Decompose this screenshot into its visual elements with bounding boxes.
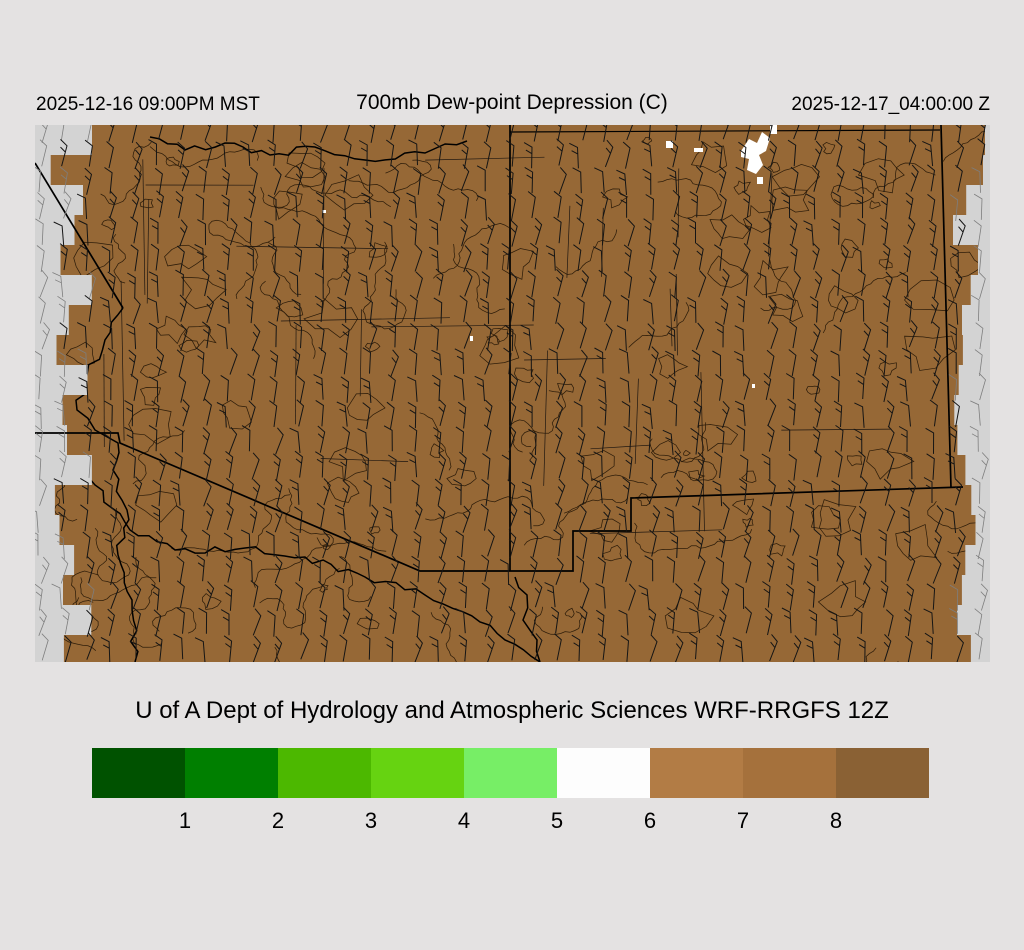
- colorbar-tick-label: 1: [178, 808, 192, 833]
- colorbar-segment: [371, 748, 464, 798]
- credit-line: U of A Dept of Hydrology and Atmospheric…: [135, 697, 889, 724]
- dewpoint-depression-fill: [50, 125, 985, 662]
- colorbar-tick-label: 8: [829, 808, 843, 833]
- nm-tx-border: [940, 124, 952, 489]
- colorbar: [92, 748, 929, 798]
- white-pockets-layer: [322, 125, 777, 388]
- colorbar-segment: [650, 748, 743, 798]
- nv-az-border: [34, 162, 124, 309]
- colorbar-tick-label: 4: [457, 808, 471, 833]
- county-lines-layer: [103, 156, 892, 535]
- colorbar-tick-label: 2: [271, 808, 285, 833]
- co-nm-border: [509, 129, 941, 133]
- weather-map: [28, 112, 990, 664]
- colorbar-tick-label: 6: [643, 808, 657, 833]
- colorbar-tick-labels: 1 2 3 4 5 6 7 8: [92, 808, 929, 836]
- colorbar-tick-label: 5: [550, 808, 564, 833]
- state-boundaries-layer: [34, 124, 964, 572]
- valid-time-local: 2025-12-16 09:00PM MST: [36, 94, 260, 115]
- us-mexico-border: [35, 432, 964, 572]
- colorbar-segment: [557, 748, 650, 798]
- map-panel: [28, 112, 990, 664]
- colorbar-segment: [836, 748, 929, 798]
- page-title: 700mb Dew-point Depression (C): [356, 91, 668, 114]
- colorbar-tick-label: 7: [736, 808, 750, 833]
- colorbar-tick-label: 3: [364, 808, 378, 833]
- colorbar-segment: [278, 748, 371, 798]
- valid-time-utc: 2025-12-17_04:00:00 Z: [791, 94, 990, 115]
- colorbar-segment: [185, 748, 278, 798]
- colorbar-segment: [464, 748, 557, 798]
- colorbar-segment: [92, 748, 185, 798]
- colorbar-segment: [743, 748, 836, 798]
